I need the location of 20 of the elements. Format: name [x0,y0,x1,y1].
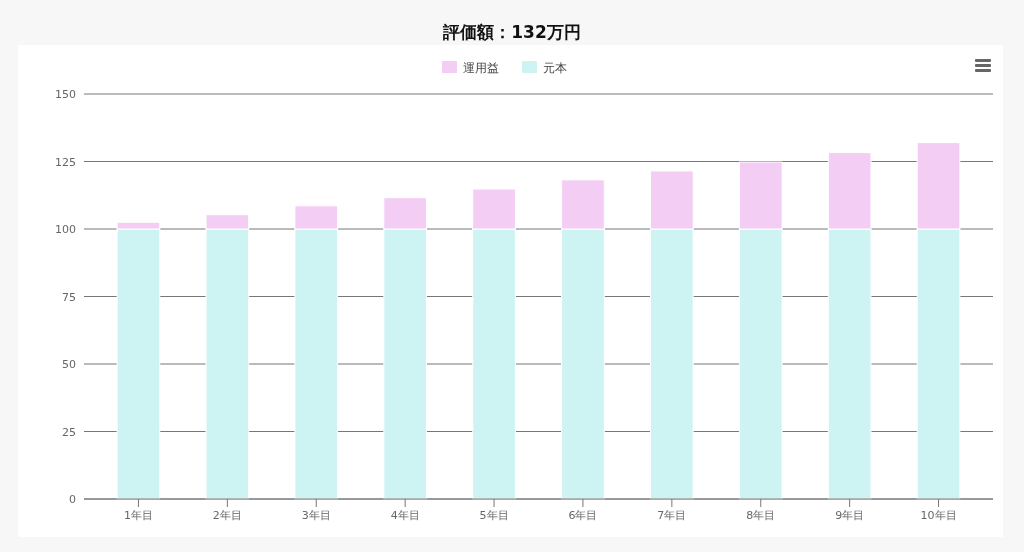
x-tick-label: 6年目 [568,509,598,522]
x-tick-label: 8年目 [746,509,776,522]
y-tick-label: 150 [55,88,76,101]
x-tick-label: 4年目 [390,509,420,522]
x-tick-label: 2年目 [212,509,242,522]
y-tick-label: 75 [62,290,76,304]
x-tick-label: 10年目 [920,509,957,522]
y-tick-label: 100 [55,223,76,236]
legend-label: 元本 [543,61,567,75]
y-tick-label: 125 [55,155,76,169]
y-tick-label: 50 [62,358,76,371]
x-tick-label: 3年目 [301,509,331,522]
x-tick-label: 1年目 [123,509,153,522]
legend-label: 運用益 [463,61,499,75]
x-tick-label: 9年目 [835,509,865,522]
chart-title: 評価額：132万円 [442,22,581,42]
y-tick-label: 25 [62,425,76,439]
x-tick-label: 5年目 [479,509,509,522]
y-tick-label: 0 [69,493,76,506]
x-tick-label: 7年目 [657,509,687,522]
